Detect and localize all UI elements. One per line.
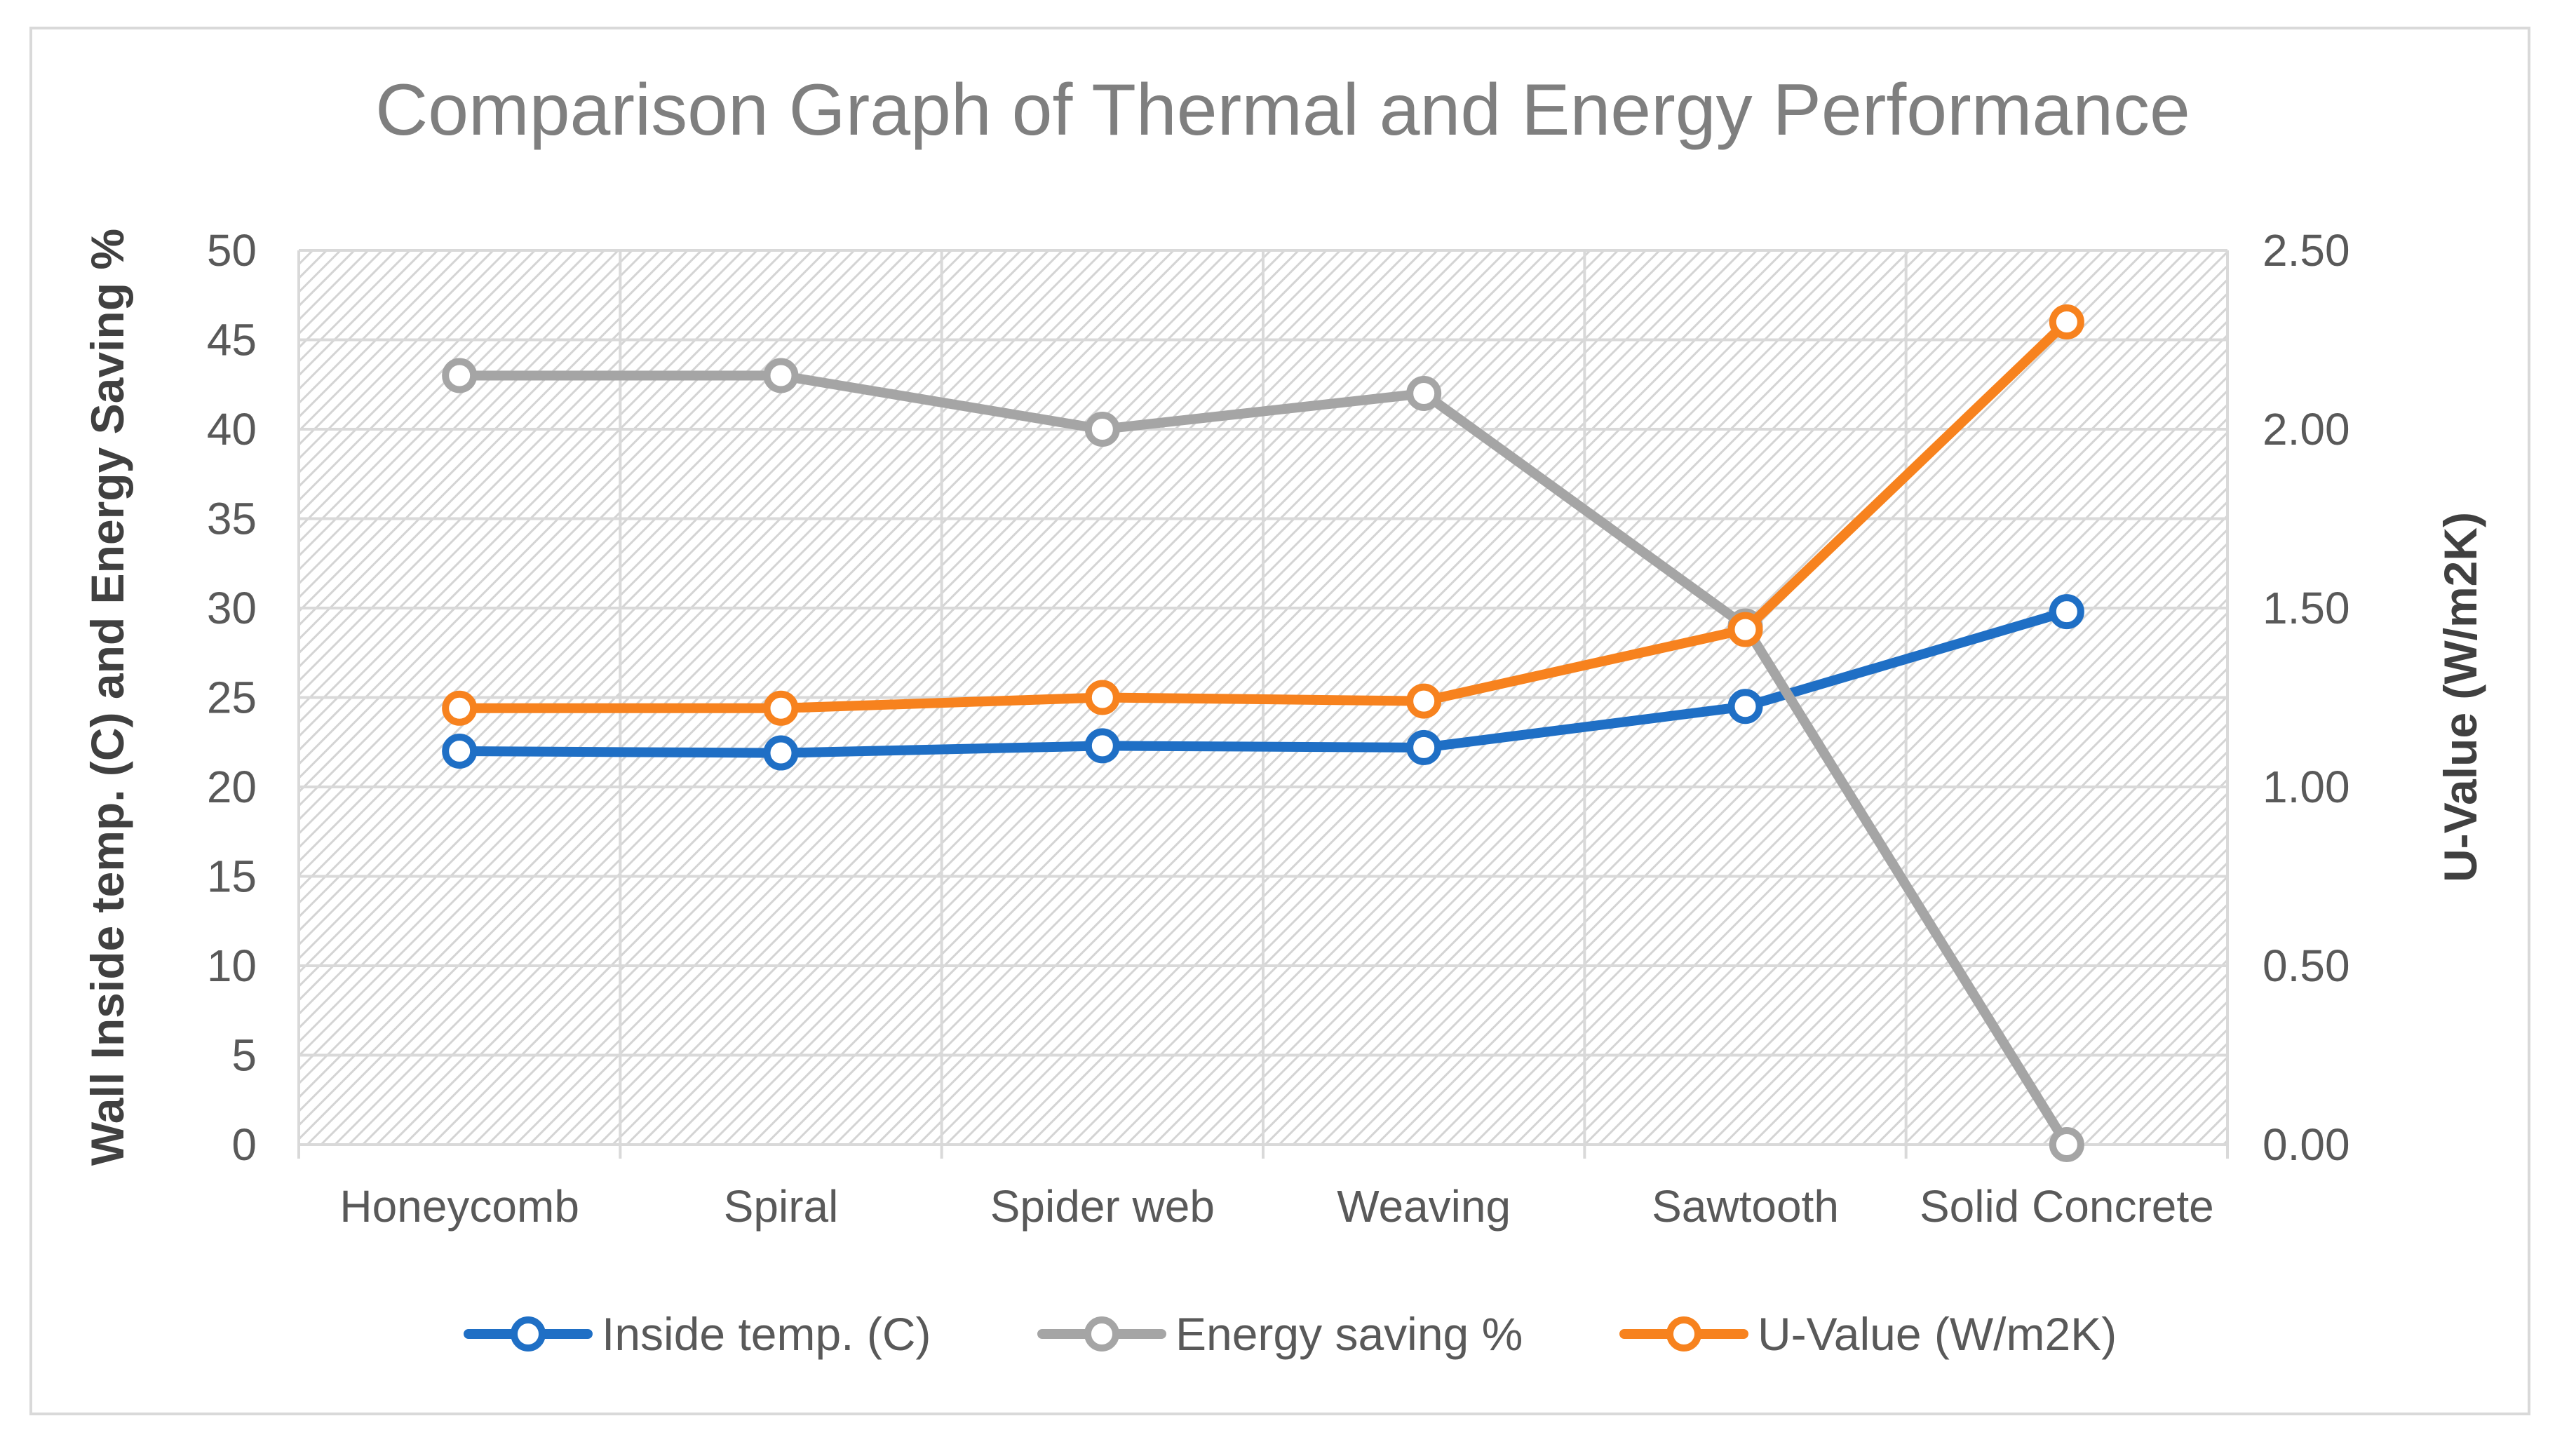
left-tick-label: 25 (207, 673, 257, 723)
left-tick-label: 45 (207, 315, 257, 365)
data-point (2049, 594, 2084, 630)
chart-title: Comparison Graph of Thermal and Energy P… (375, 69, 2190, 151)
data-point (442, 690, 478, 726)
right-axis-title: U-Value (W/m2K) (2434, 512, 2486, 882)
legend-swatch-marker (1666, 1316, 1701, 1351)
series-lines (442, 304, 2084, 1162)
series-0 (442, 594, 2084, 771)
data-point (2049, 304, 2084, 339)
left-tick-label: 30 (207, 583, 257, 633)
left-tick-label: 0 (231, 1119, 257, 1170)
right-tick-label: 0.50 (2263, 941, 2350, 991)
grid-lines (297, 249, 2229, 1159)
data-point (1406, 376, 1442, 411)
data-point (1084, 680, 1120, 715)
data-point (1406, 729, 1442, 765)
data-point (442, 734, 478, 769)
series-line (454, 607, 2072, 758)
data-point (763, 358, 799, 393)
legend-item: U-Value (W/m2K) (1619, 1308, 2117, 1360)
left-tick-label: 15 (207, 851, 257, 902)
category-label: Solid Concrete (1920, 1181, 2214, 1232)
right-tick-label: 2.50 (2263, 225, 2350, 276)
data-point (1727, 689, 1763, 724)
data-point (2049, 1127, 2084, 1162)
left-tick-label: 20 (207, 762, 257, 812)
legend-swatch-marker (1084, 1316, 1119, 1351)
data-point (763, 735, 799, 771)
data-point (1727, 612, 1763, 647)
category-label: Honeycomb (339, 1181, 579, 1232)
right-tick-label: 1.50 (2263, 583, 2350, 633)
legend-label: Energy saving % (1175, 1308, 1523, 1360)
category-label: Weaving (1337, 1181, 1511, 1232)
category-label: Sawtooth (1652, 1181, 1839, 1232)
left-tick-label: 50 (207, 225, 257, 276)
legend-item: Energy saving % (1037, 1308, 1523, 1360)
series-2 (442, 304, 2084, 726)
right-tick-label: 1.00 (2263, 762, 2350, 812)
data-point (1406, 683, 1442, 719)
right-tick-label: 0.00 (2263, 1119, 2350, 1170)
series-line (454, 317, 2072, 713)
category-label: Spider web (990, 1181, 1215, 1232)
chart-svg: Comparison Graph of Thermal and Energy P… (81, 69, 2486, 1360)
right-tick-label: 2.00 (2263, 404, 2350, 454)
data-point (763, 690, 799, 726)
legend-label: Inside temp. (C) (602, 1308, 931, 1360)
series-line (454, 370, 2072, 1150)
left-tick-label: 40 (207, 404, 257, 454)
legend: Inside temp. (C) Energy saving % U-Value (… (464, 1308, 2117, 1360)
axes: 0 5 10 15 20 25 30 35 40 45 50 0.00 0.50 1.00 1.50 2.00… (207, 225, 2350, 1232)
left-tick-label: 5 (231, 1030, 257, 1081)
left-axis-title: Wall Inside temp. (C) and Energy Saving … (81, 229, 133, 1166)
data-point (1084, 728, 1120, 764)
category-label: Spiral (724, 1181, 839, 1232)
legend-label: U-Value (W/m2K) (1758, 1308, 2117, 1360)
left-tick-label: 10 (207, 941, 257, 991)
chart-frame: Comparison Graph of Thermal and Energy P… (29, 27, 2530, 1415)
data-point (442, 358, 478, 393)
left-tick-label: 35 (207, 494, 257, 544)
legend-swatch-marker (511, 1316, 546, 1351)
legend-item: Inside temp. (C) (464, 1308, 931, 1360)
data-point (1084, 412, 1120, 447)
